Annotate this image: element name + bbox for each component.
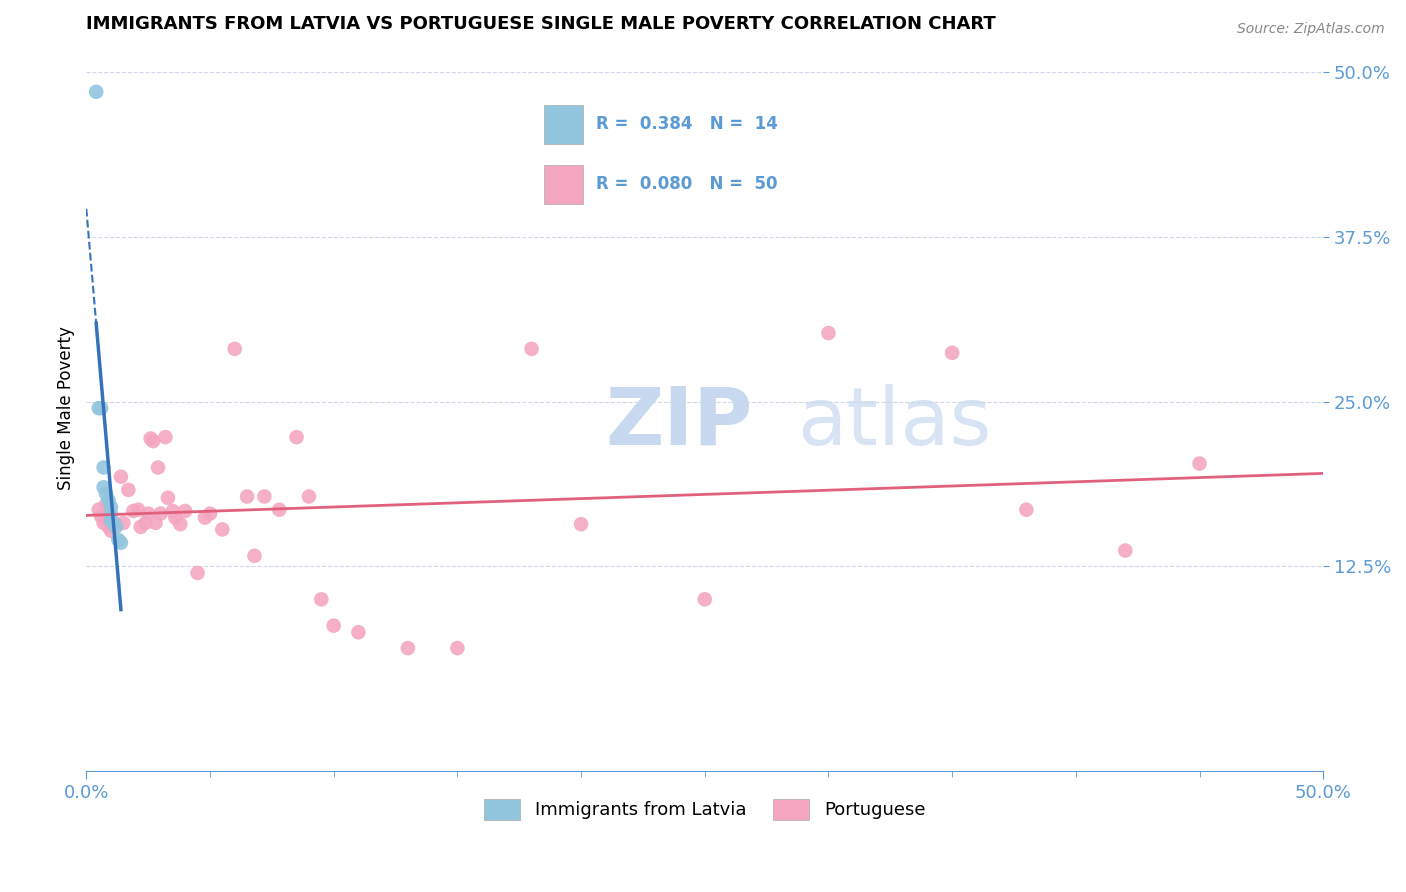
Point bbox=[1188, 457, 1211, 471]
Point bbox=[110, 535, 132, 549]
Point bbox=[146, 460, 169, 475]
Point bbox=[142, 434, 165, 449]
Point bbox=[127, 502, 149, 516]
Point bbox=[194, 510, 217, 524]
Point bbox=[817, 326, 839, 340]
Point bbox=[174, 504, 197, 518]
Text: ZIP: ZIP bbox=[606, 384, 754, 462]
Point bbox=[1114, 543, 1136, 558]
Point bbox=[693, 592, 716, 607]
Point bbox=[165, 510, 187, 524]
Point bbox=[110, 469, 132, 483]
Point bbox=[162, 504, 184, 518]
Point bbox=[93, 460, 115, 475]
Point bbox=[97, 520, 120, 534]
Point bbox=[941, 346, 963, 360]
Point bbox=[187, 566, 209, 580]
Point bbox=[122, 504, 145, 518]
Point bbox=[100, 507, 122, 521]
Point bbox=[298, 490, 321, 504]
Point bbox=[145, 516, 167, 530]
Point bbox=[93, 516, 115, 530]
Point bbox=[94, 497, 117, 511]
Point bbox=[97, 493, 120, 508]
Point bbox=[446, 641, 468, 656]
Point bbox=[569, 517, 592, 532]
Point bbox=[520, 342, 543, 356]
Point bbox=[107, 533, 129, 547]
Point bbox=[90, 401, 112, 416]
Point bbox=[87, 502, 110, 516]
Point bbox=[129, 520, 152, 534]
Point bbox=[311, 592, 333, 607]
Point bbox=[253, 490, 276, 504]
Point bbox=[236, 490, 259, 504]
Point bbox=[94, 487, 117, 501]
Point bbox=[322, 618, 344, 632]
Point bbox=[396, 641, 419, 656]
Text: atlas: atlas bbox=[797, 384, 991, 462]
Point bbox=[155, 430, 177, 444]
Point bbox=[93, 480, 115, 494]
Point bbox=[224, 342, 246, 356]
Point bbox=[100, 524, 122, 538]
Point bbox=[211, 523, 233, 537]
Point bbox=[103, 516, 125, 530]
Point bbox=[104, 520, 127, 534]
Point bbox=[104, 517, 127, 532]
Point bbox=[169, 517, 191, 532]
Point bbox=[135, 516, 157, 530]
Point bbox=[139, 432, 162, 446]
Point bbox=[156, 491, 179, 505]
Point bbox=[285, 430, 308, 444]
Point bbox=[112, 516, 135, 530]
Text: Source: ZipAtlas.com: Source: ZipAtlas.com bbox=[1237, 22, 1385, 37]
Point bbox=[1015, 502, 1038, 516]
Point bbox=[84, 85, 107, 99]
Y-axis label: Single Male Poverty: Single Male Poverty bbox=[58, 326, 75, 490]
Point bbox=[100, 513, 122, 527]
Legend: Immigrants from Latvia, Portuguese: Immigrants from Latvia, Portuguese bbox=[477, 791, 932, 827]
Point bbox=[136, 507, 159, 521]
Point bbox=[87, 401, 110, 416]
Text: IMMIGRANTS FROM LATVIA VS PORTUGUESE SINGLE MALE POVERTY CORRELATION CHART: IMMIGRANTS FROM LATVIA VS PORTUGUESE SIN… bbox=[86, 15, 995, 33]
Point bbox=[269, 502, 291, 516]
Point bbox=[117, 483, 139, 497]
Point bbox=[243, 549, 266, 563]
Point bbox=[198, 507, 221, 521]
Point bbox=[90, 509, 112, 524]
Point bbox=[149, 507, 172, 521]
Point bbox=[347, 625, 370, 640]
Point bbox=[100, 500, 122, 514]
